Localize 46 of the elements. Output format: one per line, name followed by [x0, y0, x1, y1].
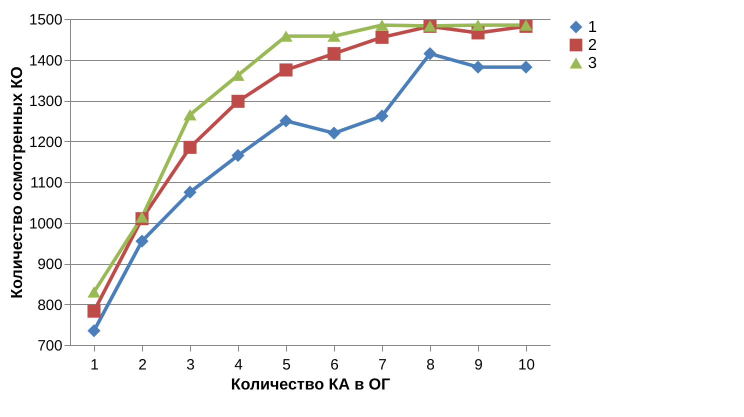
x-tick-label: 3: [186, 356, 195, 374]
y-tick-label: 800: [37, 296, 62, 314]
x-tick-label: 2: [138, 356, 147, 374]
x-tick-label: 4: [234, 356, 243, 374]
point: [375, 19, 389, 31]
y-tick-label: 1500: [29, 12, 62, 28]
point: [183, 140, 197, 154]
x-tick-label: 6: [330, 356, 339, 374]
y-tick-label: 1200: [29, 134, 62, 151]
y-tick-label: 900: [37, 256, 62, 273]
y-tick-label: 700: [37, 338, 62, 354]
point: [423, 47, 437, 60]
y-tick-label: 1300: [29, 93, 62, 110]
legend-label: 1: [588, 19, 597, 36]
x-tick-label: 5: [282, 356, 291, 374]
point: [135, 211, 149, 223]
x-tick-label: 8: [426, 356, 435, 374]
point: [231, 94, 245, 108]
y-tick-label: 1100: [30, 174, 62, 192]
x-tick-label: 9: [474, 356, 483, 374]
point: [327, 126, 341, 140]
y-tick-label: 1000: [29, 215, 62, 232]
point: [183, 186, 197, 199]
point: [279, 114, 293, 128]
point: [327, 30, 341, 42]
point: [183, 109, 197, 120]
point: [231, 148, 245, 162]
point: [87, 286, 101, 298]
y-tick-label: 1400: [29, 52, 62, 70]
point: [87, 324, 101, 338]
legend-label: 3: [588, 55, 597, 72]
x-axis-title: Количество КА в ОГ: [230, 376, 390, 394]
x-tick-label: 10: [518, 356, 535, 374]
x-tick-label: 7: [378, 356, 387, 374]
y-axis-title: Количество осмотренных КО: [9, 66, 26, 299]
point: [519, 60, 533, 74]
point: [375, 30, 389, 44]
legend-label: 2: [588, 37, 597, 54]
point: [471, 60, 485, 74]
point: [327, 47, 341, 60]
x-tick-label: 1: [90, 356, 99, 374]
point: [87, 304, 101, 318]
point: [279, 63, 293, 76]
point: [471, 19, 485, 31]
point: [375, 109, 389, 123]
point: [135, 234, 149, 248]
